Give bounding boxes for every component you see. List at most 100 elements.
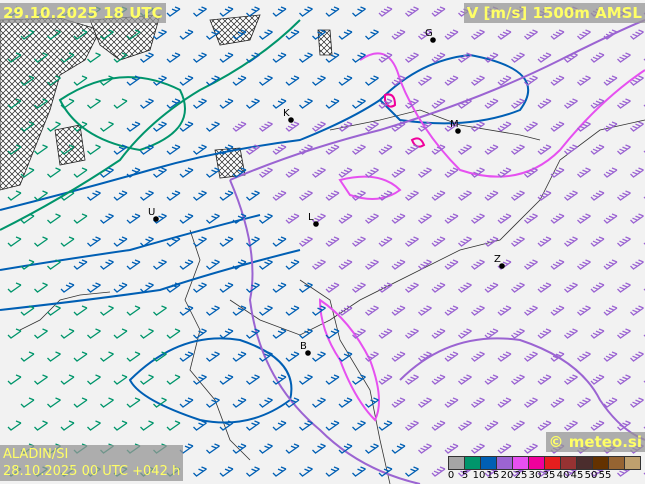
wind-barb-icon xyxy=(577,351,591,362)
wind-barb-icon xyxy=(312,75,326,86)
wind-barb-icon xyxy=(603,29,618,40)
wind-contours xyxy=(0,19,645,484)
wind-barb-icon xyxy=(126,351,141,362)
wind-barb-icon xyxy=(7,144,22,155)
wind-barb-icon xyxy=(20,167,35,178)
wind-barb-icon xyxy=(325,98,340,109)
wind-barb-icon xyxy=(193,190,207,201)
wind-barb-icon xyxy=(444,397,459,408)
wind-barb-icon xyxy=(312,305,326,316)
wind-barb-icon xyxy=(352,466,366,477)
wind-barb-icon xyxy=(431,98,446,109)
wind-barb-icon xyxy=(113,374,128,385)
color-legend xyxy=(448,456,641,470)
wind-barb-icon xyxy=(285,351,300,362)
wind-barb-icon xyxy=(73,305,88,316)
wind-barb-icon xyxy=(246,190,260,201)
wind-barb-icon xyxy=(458,328,472,339)
wind-barb-icon xyxy=(577,29,591,40)
wind-barb-icon xyxy=(100,121,114,132)
wind-barb-icon xyxy=(378,52,393,63)
wind-barb-icon xyxy=(34,236,48,247)
wind-barb-icon xyxy=(34,144,48,155)
wind-barb-icon xyxy=(630,351,644,362)
wind-barb-icon xyxy=(617,420,631,431)
wind-barb-icon xyxy=(7,374,22,385)
wind-barb-icon xyxy=(603,351,618,362)
wind-barb-icon xyxy=(378,190,393,201)
wind-barb-icon xyxy=(524,29,538,40)
wind-barb-icon xyxy=(140,144,154,155)
wind-barb-icon xyxy=(140,236,154,247)
wind-barb-icon xyxy=(246,466,260,477)
wind-barb-icon xyxy=(34,374,48,385)
wind-barb-icon xyxy=(259,259,273,270)
wind-barb-icon xyxy=(166,144,181,155)
model-info: ALADIN/SI 28.10.2025 00 UTC +042 h xyxy=(0,445,184,481)
wind-barb-icon xyxy=(285,121,300,132)
wind-barb-icon xyxy=(87,190,101,201)
wind-barb-icon xyxy=(511,190,525,201)
wind-barb-icon xyxy=(219,52,234,63)
wind-barb-icon xyxy=(537,190,552,201)
wind-barb-icon xyxy=(603,397,618,408)
wind-barb-icon xyxy=(232,213,247,224)
wind-barb-icon xyxy=(431,420,446,431)
wind-barb-icon xyxy=(325,144,340,155)
wind-barb-icon xyxy=(338,75,353,86)
wind-barb-icon xyxy=(113,328,128,339)
wind-barb-icon xyxy=(73,213,88,224)
wind-barb-icon xyxy=(34,52,48,63)
wind-barb-icon xyxy=(484,190,499,201)
wind-barb-icon xyxy=(431,190,446,201)
wind-barb-icon xyxy=(232,443,247,454)
wind-barb-icon xyxy=(617,98,631,109)
wind-barb-icon xyxy=(617,236,631,247)
wind-barb-icon xyxy=(272,420,287,431)
wind-barb-icon xyxy=(299,236,313,247)
wind-barb-icon xyxy=(325,374,340,385)
wind-barb-icon xyxy=(232,75,247,86)
city-dot-icon xyxy=(313,221,319,227)
wind-barb-icon xyxy=(524,351,538,362)
city-dot-icon xyxy=(153,216,159,222)
wind-barb-icon xyxy=(60,190,75,201)
wind-barb-icon xyxy=(590,328,605,339)
wind-barb-icon xyxy=(47,75,61,86)
wind-barb-icon xyxy=(458,374,472,385)
wind-barb-icon xyxy=(365,397,379,408)
wind-barb-icon xyxy=(378,328,393,339)
legend-tick: 0 xyxy=(447,470,455,481)
wind-barb-icon xyxy=(47,29,61,40)
wind-barb-icon xyxy=(524,305,538,316)
wind-barb-icon xyxy=(246,420,260,431)
wind-barb-icon xyxy=(391,351,406,362)
wind-barb-icon xyxy=(577,259,591,270)
wind-barb-icon xyxy=(405,6,419,17)
wind-barb-icon xyxy=(471,29,485,40)
wind-barb-icon xyxy=(7,98,22,109)
legend-tick: 30 xyxy=(528,470,542,481)
wind-barb-icon xyxy=(100,397,114,408)
wind-barb-icon xyxy=(338,443,353,454)
wind-barb-icon xyxy=(193,374,207,385)
wind-barb-icon xyxy=(497,75,512,86)
wind-barb-icon xyxy=(365,75,379,86)
wind-barb-icon xyxy=(246,236,260,247)
wind-barb-icon xyxy=(259,443,273,454)
wind-barb-icon xyxy=(87,98,101,109)
wind-barb-icon xyxy=(418,75,432,86)
wind-barb-icon xyxy=(126,397,141,408)
wind-barb-icon xyxy=(391,29,406,40)
wind-barb-icon xyxy=(126,121,141,132)
wind-barb-icon xyxy=(20,305,35,316)
wind-barb-icon xyxy=(285,443,300,454)
wind-barb-icon xyxy=(537,420,552,431)
wind-barb-icon xyxy=(285,397,300,408)
wind-barb-icon xyxy=(537,52,552,63)
wind-barb-icon xyxy=(299,466,313,477)
wind-barb-icon xyxy=(100,305,114,316)
wind-barb-icon xyxy=(232,29,247,40)
legend-ticks: 0 5 10 15 20 25 30 35 40 45 50 55 xyxy=(444,470,612,481)
wind-barb-icon xyxy=(166,190,181,201)
